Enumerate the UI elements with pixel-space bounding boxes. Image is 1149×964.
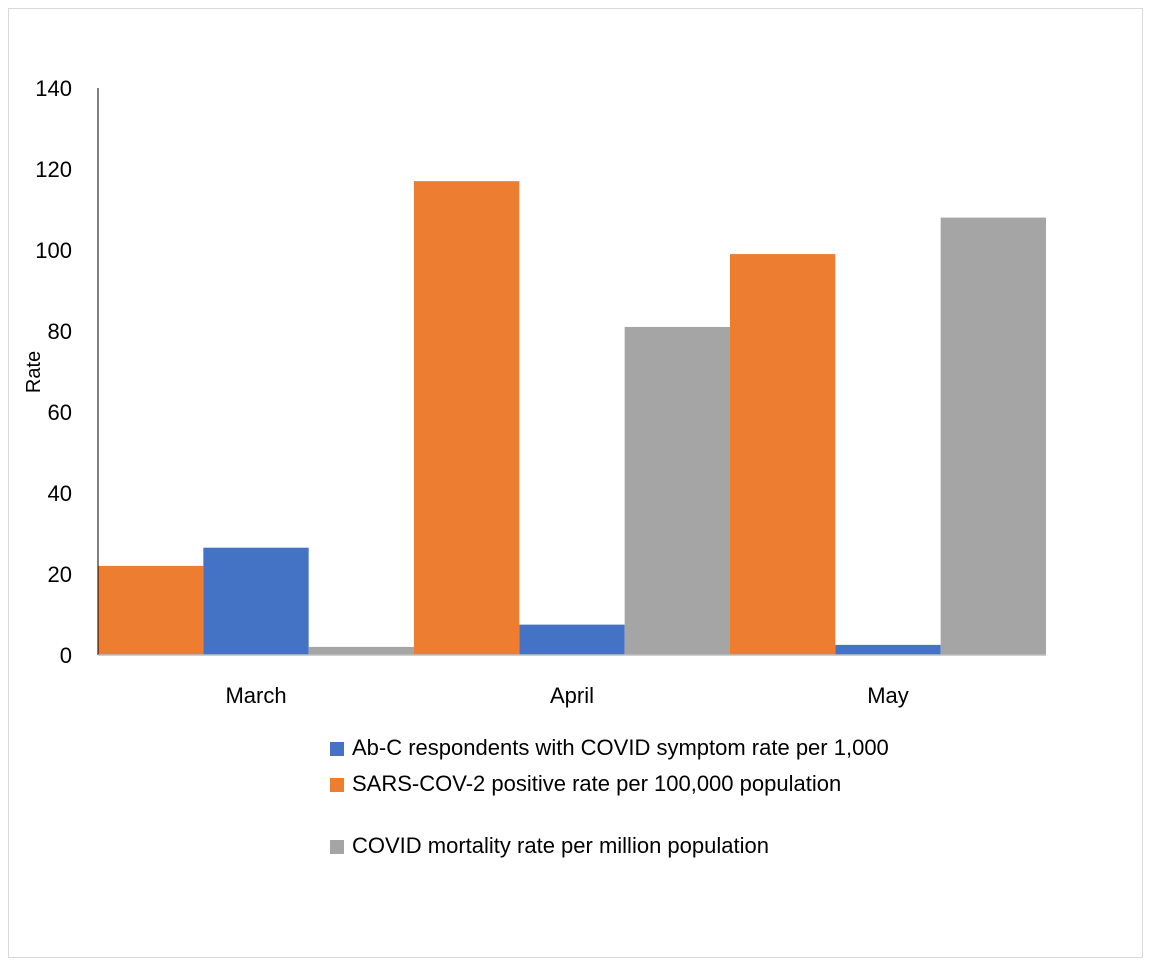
x-tick-label: March	[225, 683, 286, 708]
y-tick-label: 0	[60, 643, 72, 668]
bar	[730, 254, 836, 656]
legend: Ab-C respondents with COVID symptom rate…	[330, 732, 930, 862]
legend-label: COVID mortality rate per million populat…	[352, 833, 769, 858]
x-axis-ticks: March April May	[225, 683, 908, 708]
y-axis-ticks: 0 20 40 60 80 100 120 140	[35, 76, 72, 668]
y-tick-label: 120	[35, 157, 72, 182]
bar	[940, 217, 1046, 655]
legend-item: SARS-COV-2 positive rate per 100,000 pop…	[330, 768, 930, 800]
y-tick-label: 60	[48, 400, 72, 425]
bar	[414, 181, 520, 655]
bar	[519, 624, 625, 655]
x-tick-label: May	[867, 683, 909, 708]
bar	[308, 646, 414, 655]
bars	[98, 181, 1046, 656]
legend-item: COVID mortality rate per million populat…	[330, 830, 930, 862]
y-tick-label: 40	[48, 481, 72, 506]
legend-swatch	[330, 742, 344, 756]
legend-swatch	[330, 778, 344, 792]
legend-swatch	[330, 840, 344, 854]
y-tick-label: 100	[35, 238, 72, 263]
y-tick-label: 80	[48, 319, 72, 344]
bar	[835, 644, 941, 655]
bar	[203, 547, 309, 655]
bar	[624, 326, 730, 655]
bar	[98, 565, 204, 655]
chart-frame	[8, 8, 1143, 958]
legend-label: Ab-C respondents with COVID symptom rate…	[352, 735, 889, 760]
y-tick-label: 20	[48, 562, 72, 587]
legend-label: SARS-COV-2 positive rate per 100,000 pop…	[352, 771, 842, 796]
y-tick-label: 140	[35, 76, 72, 101]
x-tick-label: April	[550, 683, 594, 708]
y-axis-label: Rate	[23, 351, 45, 393]
legend-item: Ab-C respondents with COVID symptom rate…	[330, 732, 912, 764]
